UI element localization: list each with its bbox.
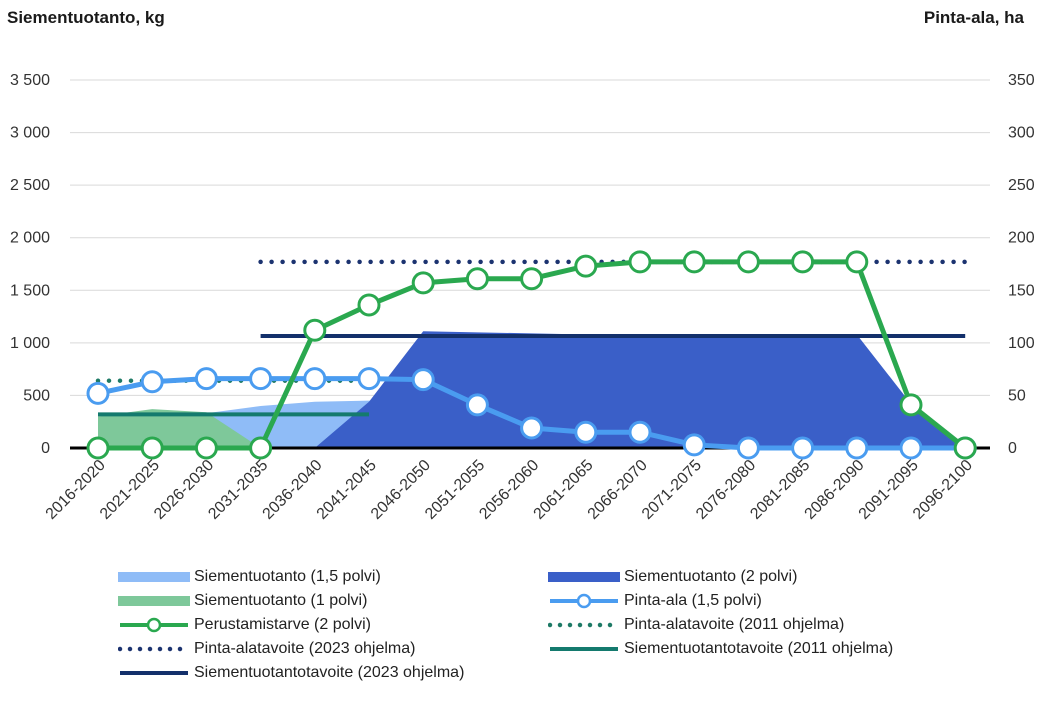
- marker-perustamistarve-2-polvi: [845, 250, 869, 274]
- legend-item-siementuotantotavoite-2011-ohjelma: Siementuotantotavoite (2011 ohjelma): [548, 637, 893, 661]
- legend-swatch: [118, 596, 190, 606]
- y-left-tick-label: 500: [23, 387, 50, 404]
- y-right-tick-label: 150: [1008, 282, 1035, 299]
- marker-pinta-ala-1-5-polvi: [791, 436, 815, 460]
- marker-pinta-ala-1-5-polvi: [628, 420, 652, 444]
- y-right-tick-label: 300: [1008, 125, 1035, 142]
- y-left-tick-label: 2 500: [10, 177, 50, 194]
- legend-swatch: [118, 646, 190, 652]
- marker-perustamistarve-2-polvi: [736, 250, 760, 274]
- marker-perustamistarve-2-polvi: [357, 293, 381, 317]
- legend-label: Pinta-ala (1,5 polvi): [624, 592, 762, 609]
- legend-item-siementuotanto-2-polvi: Siementuotanto (2 polvi): [548, 565, 797, 589]
- y-left-tick-label: 0: [41, 440, 50, 457]
- right-axis-title: Pinta-ala, ha: [923, 8, 1024, 27]
- y-right-tick-label: 350: [1008, 72, 1035, 89]
- y-right-tick-label: 0: [1008, 440, 1017, 457]
- legend-item-pinta-alatavoite-2011-ohjelma: Pinta-alatavoite (2011 ohjelma): [548, 613, 844, 637]
- marker-perustamistarve-2-polvi: [628, 250, 652, 274]
- y-right-tick-label: 100: [1008, 335, 1035, 352]
- marker-perustamistarve-2-polvi: [465, 267, 489, 291]
- marker-pinta-ala-1-5-polvi: [194, 367, 218, 391]
- marker-pinta-ala-1-5-polvi: [845, 436, 869, 460]
- marker-perustamistarve-2-polvi: [194, 436, 218, 460]
- legend-label: Siementuotantotavoite (2011 ohjelma): [624, 640, 894, 657]
- marker-pinta-ala-1-5-polvi: [411, 368, 435, 392]
- legend-label: Siementuotantotavoite (2023 ohjelma): [194, 664, 465, 681]
- y-left-tick-label: 3 500: [10, 72, 50, 89]
- marker-perustamistarve-2-polvi: [520, 267, 544, 291]
- legend-item-perustamistarve-2-polvi: Perustamistarve (2 polvi): [118, 613, 371, 637]
- marker-pinta-ala-1-5-polvi: [249, 367, 273, 391]
- legend-label: Siementuotanto (2 polvi): [624, 568, 798, 585]
- marker-pinta-ala-1-5-polvi: [899, 436, 923, 460]
- area-siementuotanto-2-polvi: [98, 331, 966, 448]
- legend-label: Siementuotanto (1 polvi): [194, 592, 368, 609]
- x-tick-label: 2096-2100: [910, 457, 976, 523]
- y-left-tick-label: 1 500: [10, 282, 50, 299]
- marker-perustamistarve-2-polvi: [791, 250, 815, 274]
- left-axis-title: Siementuotanto, kg: [7, 8, 165, 27]
- y-left-tick-label: 3 000: [10, 125, 50, 142]
- marker-perustamistarve-2-polvi: [899, 393, 923, 417]
- marker-perustamistarve-2-polvi: [682, 250, 706, 274]
- marker-pinta-ala-1-5-polvi: [86, 381, 110, 405]
- legend-swatch: [550, 647, 618, 651]
- marker-pinta-ala-1-5-polvi: [465, 393, 489, 417]
- legend-label: Pinta-alatavoite (2023 ohjelma): [194, 640, 416, 657]
- legend-item-siementuotanto-1-5-polvi: Siementuotanto (1,5 polvi): [118, 565, 381, 589]
- marker-perustamistarve-2-polvi: [140, 436, 164, 460]
- marker-pinta-ala-1-5-polvi: [574, 420, 598, 444]
- marker-perustamistarve-2-polvi: [303, 318, 327, 342]
- marker-pinta-ala-1-5-polvi: [736, 436, 760, 460]
- y-right-tick-label: 250: [1008, 177, 1035, 194]
- y-right-tick-label: 200: [1008, 230, 1035, 247]
- marker-pinta-ala-1-5-polvi: [520, 416, 544, 440]
- marker-pinta-ala-1-5-polvi: [140, 370, 164, 394]
- y-right-tick-label: 50: [1008, 387, 1026, 404]
- legend-swatch: [548, 572, 620, 582]
- legend-swatch: [120, 671, 188, 675]
- marker-pinta-ala-1-5-polvi: [357, 367, 381, 391]
- legend-item-pinta-alatavoite-2023-ohjelma: Pinta-alatavoite (2023 ohjelma): [118, 637, 415, 661]
- legend-label: Siementuotanto (1,5 polvi): [194, 568, 381, 585]
- legend-swatch: [550, 593, 618, 609]
- y-left-tick-label: 1 000: [10, 335, 50, 352]
- legend-item-siementuotanto-1-polvi: Siementuotanto (1 polvi): [118, 589, 367, 613]
- marker-perustamistarve-2-polvi: [411, 271, 435, 295]
- marker-pinta-ala-1-5-polvi: [303, 367, 327, 391]
- y-left-tick-label: 2 000: [10, 230, 50, 247]
- marker-perustamistarve-2-polvi: [86, 436, 110, 460]
- legend-swatch: [548, 622, 620, 628]
- marker-perustamistarve-2-polvi: [574, 254, 598, 278]
- legend-item-pinta-ala-1-5-polvi: Pinta-ala (1,5 polvi): [548, 589, 762, 613]
- legend-item-siementuotantotavoite-2023-ohjelma: Siementuotantotavoite (2023 ohjelma): [118, 661, 464, 685]
- legend-swatch: [120, 617, 188, 633]
- legend-label: Perustamistarve (2 polvi): [194, 616, 371, 633]
- marker-pinta-ala-1-5-polvi: [682, 433, 706, 457]
- marker-perustamistarve-2-polvi: [249, 436, 273, 460]
- legend-label: Pinta-alatavoite (2011 ohjelma): [624, 616, 845, 633]
- chart-plot: 0 500 1 000 1 500 2 000 2 500 3 000 3 500 0 50 100…: [10, 72, 1035, 523]
- marker-perustamistarve-2-polvi: [953, 436, 977, 460]
- legend-swatch: [118, 572, 190, 582]
